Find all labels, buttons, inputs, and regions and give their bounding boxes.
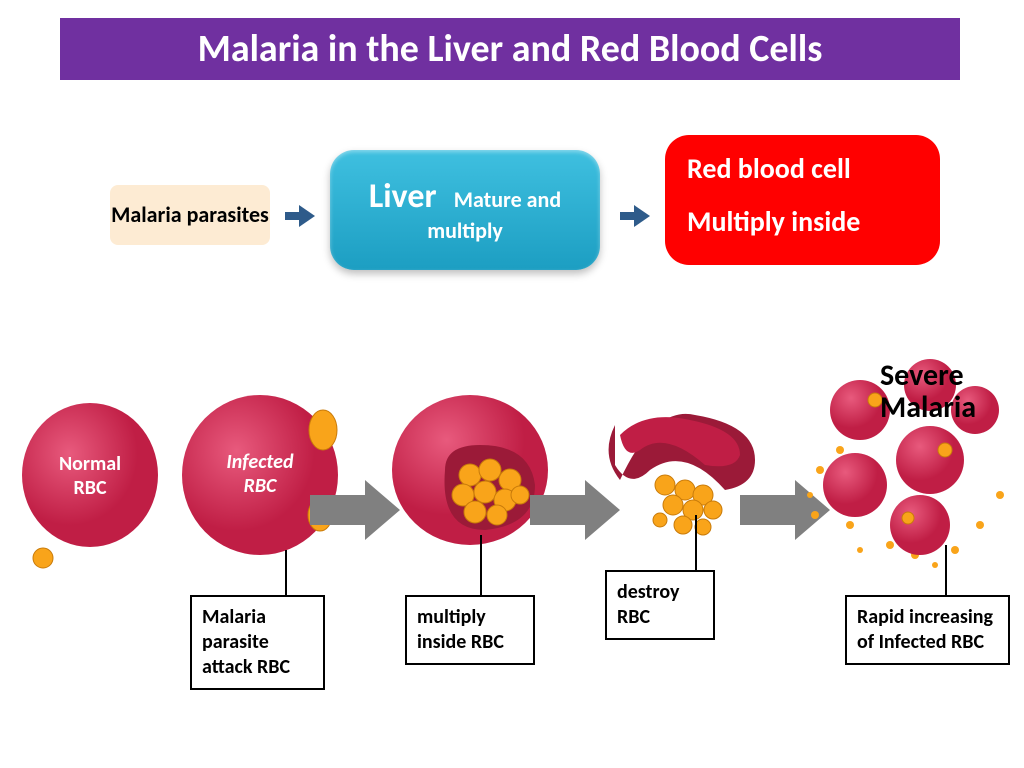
arrow-icon (285, 205, 315, 227)
svg-text:RBC: RBC (244, 474, 278, 498)
callout-line (285, 550, 287, 600)
callout-line (945, 545, 947, 595)
box-liver: Liver Mature and multiply (330, 150, 600, 270)
arrow-icon (620, 205, 650, 227)
caption-multiply: multiply inside RBC (405, 595, 535, 665)
svg-text:Normal: Normal (59, 452, 121, 476)
callout-line (480, 535, 482, 595)
cells-progression: Normal RBC Infected RBC (0, 360, 1024, 740)
flow-top: Malaria parasites Liver Mature and multi… (0, 150, 1024, 300)
caption-destroy: destroy RBC (605, 570, 715, 640)
liver-main: Liver (369, 176, 437, 217)
rbc-line1: Red blood cell (687, 151, 918, 186)
box-malaria-parasites: Malaria parasites (110, 185, 270, 245)
svg-text:RBC: RBC (73, 476, 106, 500)
rbc-line2: Multiply inside (687, 204, 918, 239)
caption-attack: Malaria parasite attack RBC (190, 595, 325, 690)
box-red-blood-cell: Red blood cell Multiply inside (665, 135, 940, 265)
page-title: Malaria in the Liver and Red Blood Cells (60, 18, 960, 80)
cell-normal-rbc: Normal RBC (15, 400, 165, 570)
callout-line (695, 515, 697, 570)
caption-rapid: Rapid increasing of Infected RBC (845, 595, 1010, 665)
svg-text:Infected: Infected (226, 450, 294, 474)
severe-malaria-label: Severe Malaria (880, 360, 1020, 423)
